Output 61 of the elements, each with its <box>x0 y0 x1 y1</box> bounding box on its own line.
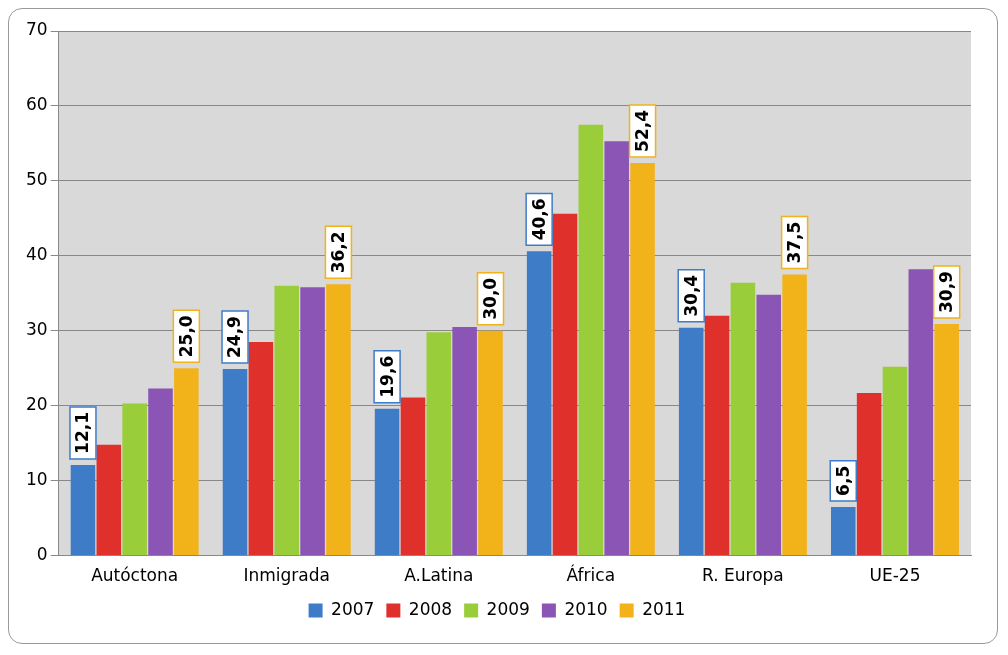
data-label: 30,0 <box>479 277 500 320</box>
bar <box>478 330 503 556</box>
bar <box>96 444 122 556</box>
bar <box>934 324 959 556</box>
bar <box>174 368 199 556</box>
bar <box>782 274 807 556</box>
x-tick-label: Inmigrada <box>243 565 330 586</box>
legend-label: 2007 <box>331 598 375 619</box>
legend-label: 2008 <box>408 598 453 619</box>
bar <box>526 251 552 556</box>
data-label: 37,5 <box>784 221 805 264</box>
bar <box>300 287 325 556</box>
bar <box>730 282 756 556</box>
bar <box>122 403 147 556</box>
bar <box>704 315 730 556</box>
legend-label: 2010 <box>564 598 608 619</box>
y-tick-label: 60 <box>25 94 48 115</box>
y-tick-label: 50 <box>25 169 48 190</box>
x-tick-label: UE-25 <box>869 565 921 586</box>
bar <box>578 124 604 556</box>
data-label: 30,9 <box>936 271 957 314</box>
bar <box>630 162 655 556</box>
bar <box>882 366 908 556</box>
y-tick-label: 70 <box>25 19 48 40</box>
y-tick-label: 0 <box>36 544 48 565</box>
x-tick-label: R. Europa <box>702 565 784 586</box>
bar <box>274 285 299 556</box>
bar <box>426 332 452 556</box>
y-tick-label: 30 <box>25 319 48 340</box>
x-tick-label: África <box>566 564 616 586</box>
legend-label: 2011 <box>642 598 686 619</box>
x-tick-label: A.Latina <box>404 565 474 586</box>
bar <box>756 294 782 556</box>
bar <box>400 397 426 556</box>
y-tick-label: 20 <box>25 394 48 415</box>
data-label: 19,6 <box>376 355 397 398</box>
bar <box>604 141 629 556</box>
bar <box>552 213 578 556</box>
data-label: 24,9 <box>224 316 245 358</box>
bar <box>830 506 856 556</box>
y-tick-label: 40 <box>25 244 48 265</box>
bar <box>326 284 351 556</box>
data-label: 30,4 <box>680 274 701 317</box>
x-tick-label: Autóctona <box>91 565 179 586</box>
bar <box>248 342 274 556</box>
y-tick-label: 10 <box>25 469 48 490</box>
data-label: 52,4 <box>631 109 652 152</box>
bar <box>908 269 934 556</box>
bar <box>678 327 704 556</box>
data-label: 6,5 <box>832 465 853 496</box>
data-label: 25,0 <box>175 315 196 358</box>
bar <box>452 327 477 556</box>
bar <box>222 368 248 556</box>
legend-label: 2009 <box>486 598 530 619</box>
bar <box>856 392 882 556</box>
data-label: 12,1 <box>72 411 93 454</box>
bar <box>148 388 173 556</box>
bar <box>70 464 96 556</box>
data-label: 36,2 <box>327 231 348 274</box>
bar <box>374 408 400 556</box>
data-label: 40,6 <box>528 198 549 241</box>
